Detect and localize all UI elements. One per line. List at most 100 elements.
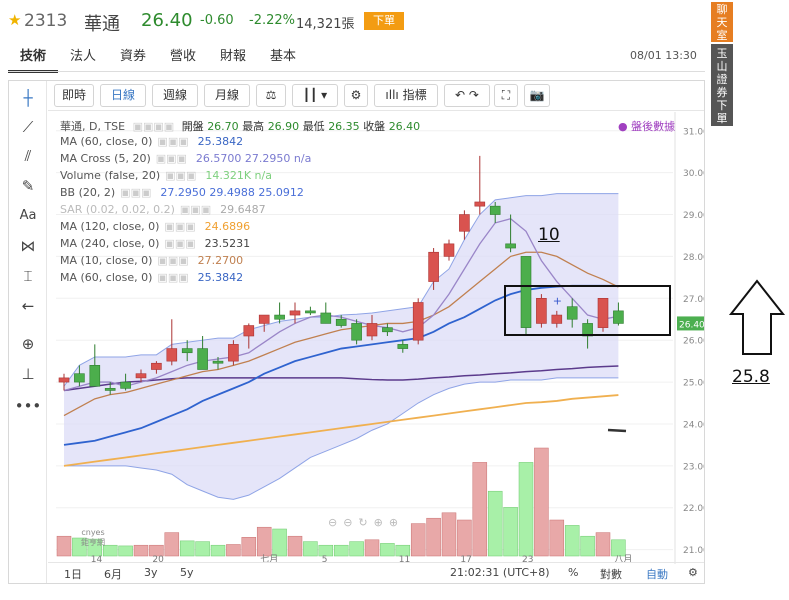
settings-gear-icon[interactable]: ⚙ bbox=[344, 84, 368, 107]
volume-bar bbox=[72, 537, 87, 557]
candle-body bbox=[443, 243, 455, 257]
measure-tool-icon[interactable]: ⌶ bbox=[23, 267, 33, 285]
zoom-controls[interactable]: ⊖⊖↻⊕⊕ bbox=[328, 516, 405, 529]
crosshair-icon[interactable]: ┼ bbox=[23, 89, 33, 107]
indicator-value: 24.6896 bbox=[204, 220, 251, 233]
tab-margin[interactable]: 資券 bbox=[119, 49, 146, 64]
chat-room-button[interactable]: 聊天室 bbox=[711, 2, 733, 42]
indicator-row[interactable]: Volume (false, 20) ▣▣▣ 14.321K n/a bbox=[60, 169, 272, 182]
volume-bar bbox=[149, 544, 164, 557]
indicator-row[interactable]: MA (120, close, 0) ▣▣▣ 24.6896 bbox=[60, 220, 250, 233]
range-1d[interactable]: 1日 bbox=[64, 568, 82, 581]
chart-canvas: +31.00 30.00 29.00 28.00 27.00 26.00 25.00 24.0… bbox=[56, 112, 704, 564]
timeshare-button[interactable]: 即時 bbox=[54, 84, 94, 107]
price-chart[interactable]: +31.00 30.00 29.00 28.00 27.00 26.00 25.00 24.0… bbox=[48, 112, 704, 564]
volume-bar bbox=[395, 544, 411, 557]
indicator-value: 26.5700 27.2950 n/a bbox=[195, 152, 312, 165]
volume-bar bbox=[472, 462, 488, 557]
x-tick-label: 八月 bbox=[614, 554, 632, 564]
fib-tool-icon[interactable]: ⫽ bbox=[24, 147, 32, 165]
broker-order-label: 玉山證券下單 bbox=[716, 47, 728, 125]
close-label: 收盤 bbox=[363, 120, 386, 133]
range-3y[interactable]: 3y bbox=[144, 566, 158, 579]
x-tick-label: 11 bbox=[399, 555, 410, 564]
brush-icon[interactable]: ✎ bbox=[21, 177, 35, 195]
annotation-label-10: 10 bbox=[538, 225, 560, 245]
fullscreen-icon[interactable]: ⛶ bbox=[494, 84, 518, 107]
sar-marker: + bbox=[553, 294, 562, 307]
low-label: 最低 bbox=[302, 120, 325, 133]
candle-body bbox=[566, 306, 578, 320]
candle-body bbox=[536, 298, 547, 324]
volume-bar bbox=[226, 544, 241, 557]
candle-body bbox=[58, 377, 70, 383]
trendline-icon[interactable]: ⟋ bbox=[22, 118, 34, 136]
after-hours-link[interactable]: ● 盤後數據 bbox=[618, 120, 676, 133]
arrow-back-icon[interactable]: ← bbox=[21, 297, 35, 315]
volume-bar bbox=[256, 526, 272, 557]
volume-bar bbox=[195, 541, 210, 557]
indicator-row[interactable]: MA (240, close, 0) ▣▣▣ 23.5231 bbox=[60, 237, 250, 250]
daily-button[interactable]: 日線 bbox=[100, 84, 146, 107]
volume-bar bbox=[118, 545, 133, 557]
candle-body bbox=[258, 314, 270, 324]
pattern-tool-icon[interactable]: ⋈ bbox=[20, 237, 36, 255]
bollinger-band-fill bbox=[64, 193, 619, 500]
undo-redo-buttons[interactable]: ↶ ↷ bbox=[444, 84, 490, 107]
x-tick-label: 23 bbox=[522, 555, 533, 564]
chart-type-dropdown[interactable]: ┃┃ ▾ bbox=[292, 84, 338, 107]
chart-bottom-bar: 1日 6月 3y 5y 21:02:31 (UTC+8) % 對數 自動 ⚙ bbox=[48, 562, 704, 583]
x-tick-label: 17 bbox=[460, 555, 471, 564]
indicator-controls: ▣▣▣ bbox=[157, 135, 189, 148]
auto-scale-toggle[interactable]: 自動 bbox=[646, 568, 668, 581]
percent-scale-toggle[interactable]: % bbox=[568, 566, 579, 579]
indicator-value: 29.6487 bbox=[220, 203, 266, 216]
broker-order-button[interactable]: 玉山證券下單 bbox=[711, 44, 733, 126]
annotation-dash bbox=[607, 428, 627, 433]
indicator-row[interactable]: MA (60, close, 0) ▣▣▣ 25.3842 bbox=[60, 135, 243, 148]
range-5y[interactable]: 5y bbox=[180, 566, 194, 579]
indicator-controls: ▣▣▣ bbox=[164, 220, 196, 233]
indicator-name: BB (20, 2) bbox=[60, 186, 116, 199]
indicator-value: 23.5231 bbox=[204, 237, 251, 250]
legend-title: 華通, D, TSE bbox=[60, 120, 126, 133]
favorite-star-icon[interactable]: ★ bbox=[8, 11, 22, 29]
y-tick-label: 21.00 bbox=[683, 546, 704, 556]
candle-body bbox=[351, 323, 362, 341]
candle-body bbox=[459, 214, 470, 232]
tab-technical[interactable]: 技術 bbox=[8, 45, 58, 73]
indicator-controls: ▣▣▣ bbox=[157, 254, 189, 267]
indicator-row[interactable]: MA (10, close, 0) ▣▣▣ 27.2700 bbox=[60, 254, 243, 267]
cnyes-logo: cnyes 鉅亨網 bbox=[81, 528, 105, 547]
monthly-button[interactable]: 月線 bbox=[204, 84, 250, 107]
indicator-name: MA (10, close, 0) bbox=[60, 254, 153, 267]
indicators-button[interactable]: ıllı 指標 bbox=[374, 84, 438, 107]
tab-basic[interactable]: 基本 bbox=[269, 49, 296, 64]
indicator-row[interactable]: MA Cross (5, 20) ▣▣▣ 26.5700 27.2950 n/a bbox=[60, 152, 311, 165]
volume-bar bbox=[318, 544, 334, 557]
high-label: 最高 bbox=[242, 120, 265, 133]
more-tools-icon[interactable]: ••• bbox=[14, 397, 42, 415]
compare-scale-icon[interactable]: ⚖ bbox=[256, 84, 286, 107]
weekly-button[interactable]: 週線 bbox=[152, 84, 198, 107]
volume-bar bbox=[164, 532, 180, 557]
order-button[interactable]: 下單 bbox=[364, 12, 404, 30]
scale-settings-icon[interactable]: ⚙ bbox=[688, 566, 698, 579]
volume-bar bbox=[179, 540, 195, 557]
indicator-row[interactable]: SAR (0.02, 0.02, 0.2) ▣▣▣ 29.6487 bbox=[60, 203, 266, 216]
log-scale-toggle[interactable]: 對數 bbox=[600, 568, 622, 581]
range-6m[interactable]: 6月 bbox=[104, 568, 122, 581]
indicator-row[interactable]: BB (20, 2) ▣▣▣ 27.2950 29.4988 25.0912 bbox=[60, 186, 304, 199]
indicator-row[interactable]: MA (60, close, 0) ▣▣▣ 25.3842 bbox=[60, 271, 243, 284]
indicator-controls: ▣▣▣ bbox=[155, 152, 187, 165]
tab-institutional[interactable]: 法人 bbox=[69, 49, 96, 64]
text-tool-icon[interactable]: Aa bbox=[19, 208, 37, 223]
chart-toolbar: 即時 日線 週線 月線 ⚖ ┃┃ ▾ ⚙ ıllı 指標 ↶ ↷ ⛶ 📷 bbox=[48, 81, 704, 111]
tab-revenue[interactable]: 營收 bbox=[169, 49, 196, 64]
volume-bar bbox=[549, 519, 565, 557]
last-price-label: 26.40 bbox=[679, 320, 704, 330]
tab-financials[interactable]: 財報 bbox=[219, 49, 246, 64]
zoom-icon[interactable]: ⊕ bbox=[21, 335, 35, 353]
camera-snapshot-icon[interactable]: 📷 bbox=[524, 84, 550, 107]
measure-bars-icon[interactable]: ⊥ bbox=[21, 365, 35, 383]
